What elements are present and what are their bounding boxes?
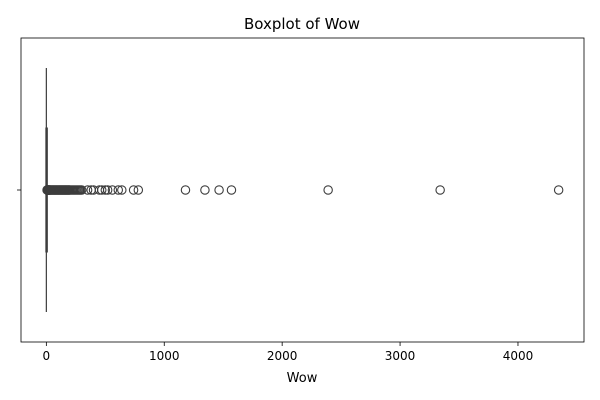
x-tick-label: 1000 [149,349,180,363]
outlier-point [435,185,445,195]
outlier-point [226,185,237,195]
chart-title: Boxplot of Wow [244,15,360,33]
outlier-point [113,185,124,195]
outlier-point [107,185,118,195]
x-tick-label: 2000 [267,349,298,363]
outlier-point [133,185,144,195]
outlier-point [200,185,210,195]
x-tick-label: 3000 [385,349,416,363]
outlier-point [76,185,87,195]
outlier-point [117,185,127,195]
outlier-point [100,185,111,195]
outlier-point [553,185,564,195]
outlier-point [214,185,224,195]
outlier-point [180,185,191,195]
plot-area: 0 1000 2000 3000 4000 [17,68,564,363]
outlier-point [323,185,333,195]
x-axis-label: Wow [287,371,318,386]
outlier-point [82,185,93,195]
outlier-point [102,185,113,195]
x-tick-label: 4000 [503,349,534,363]
x-tick-label: 0 [43,349,51,363]
axes-frame [20,37,585,343]
outlier-point [128,185,139,195]
outlier-point [97,185,107,195]
